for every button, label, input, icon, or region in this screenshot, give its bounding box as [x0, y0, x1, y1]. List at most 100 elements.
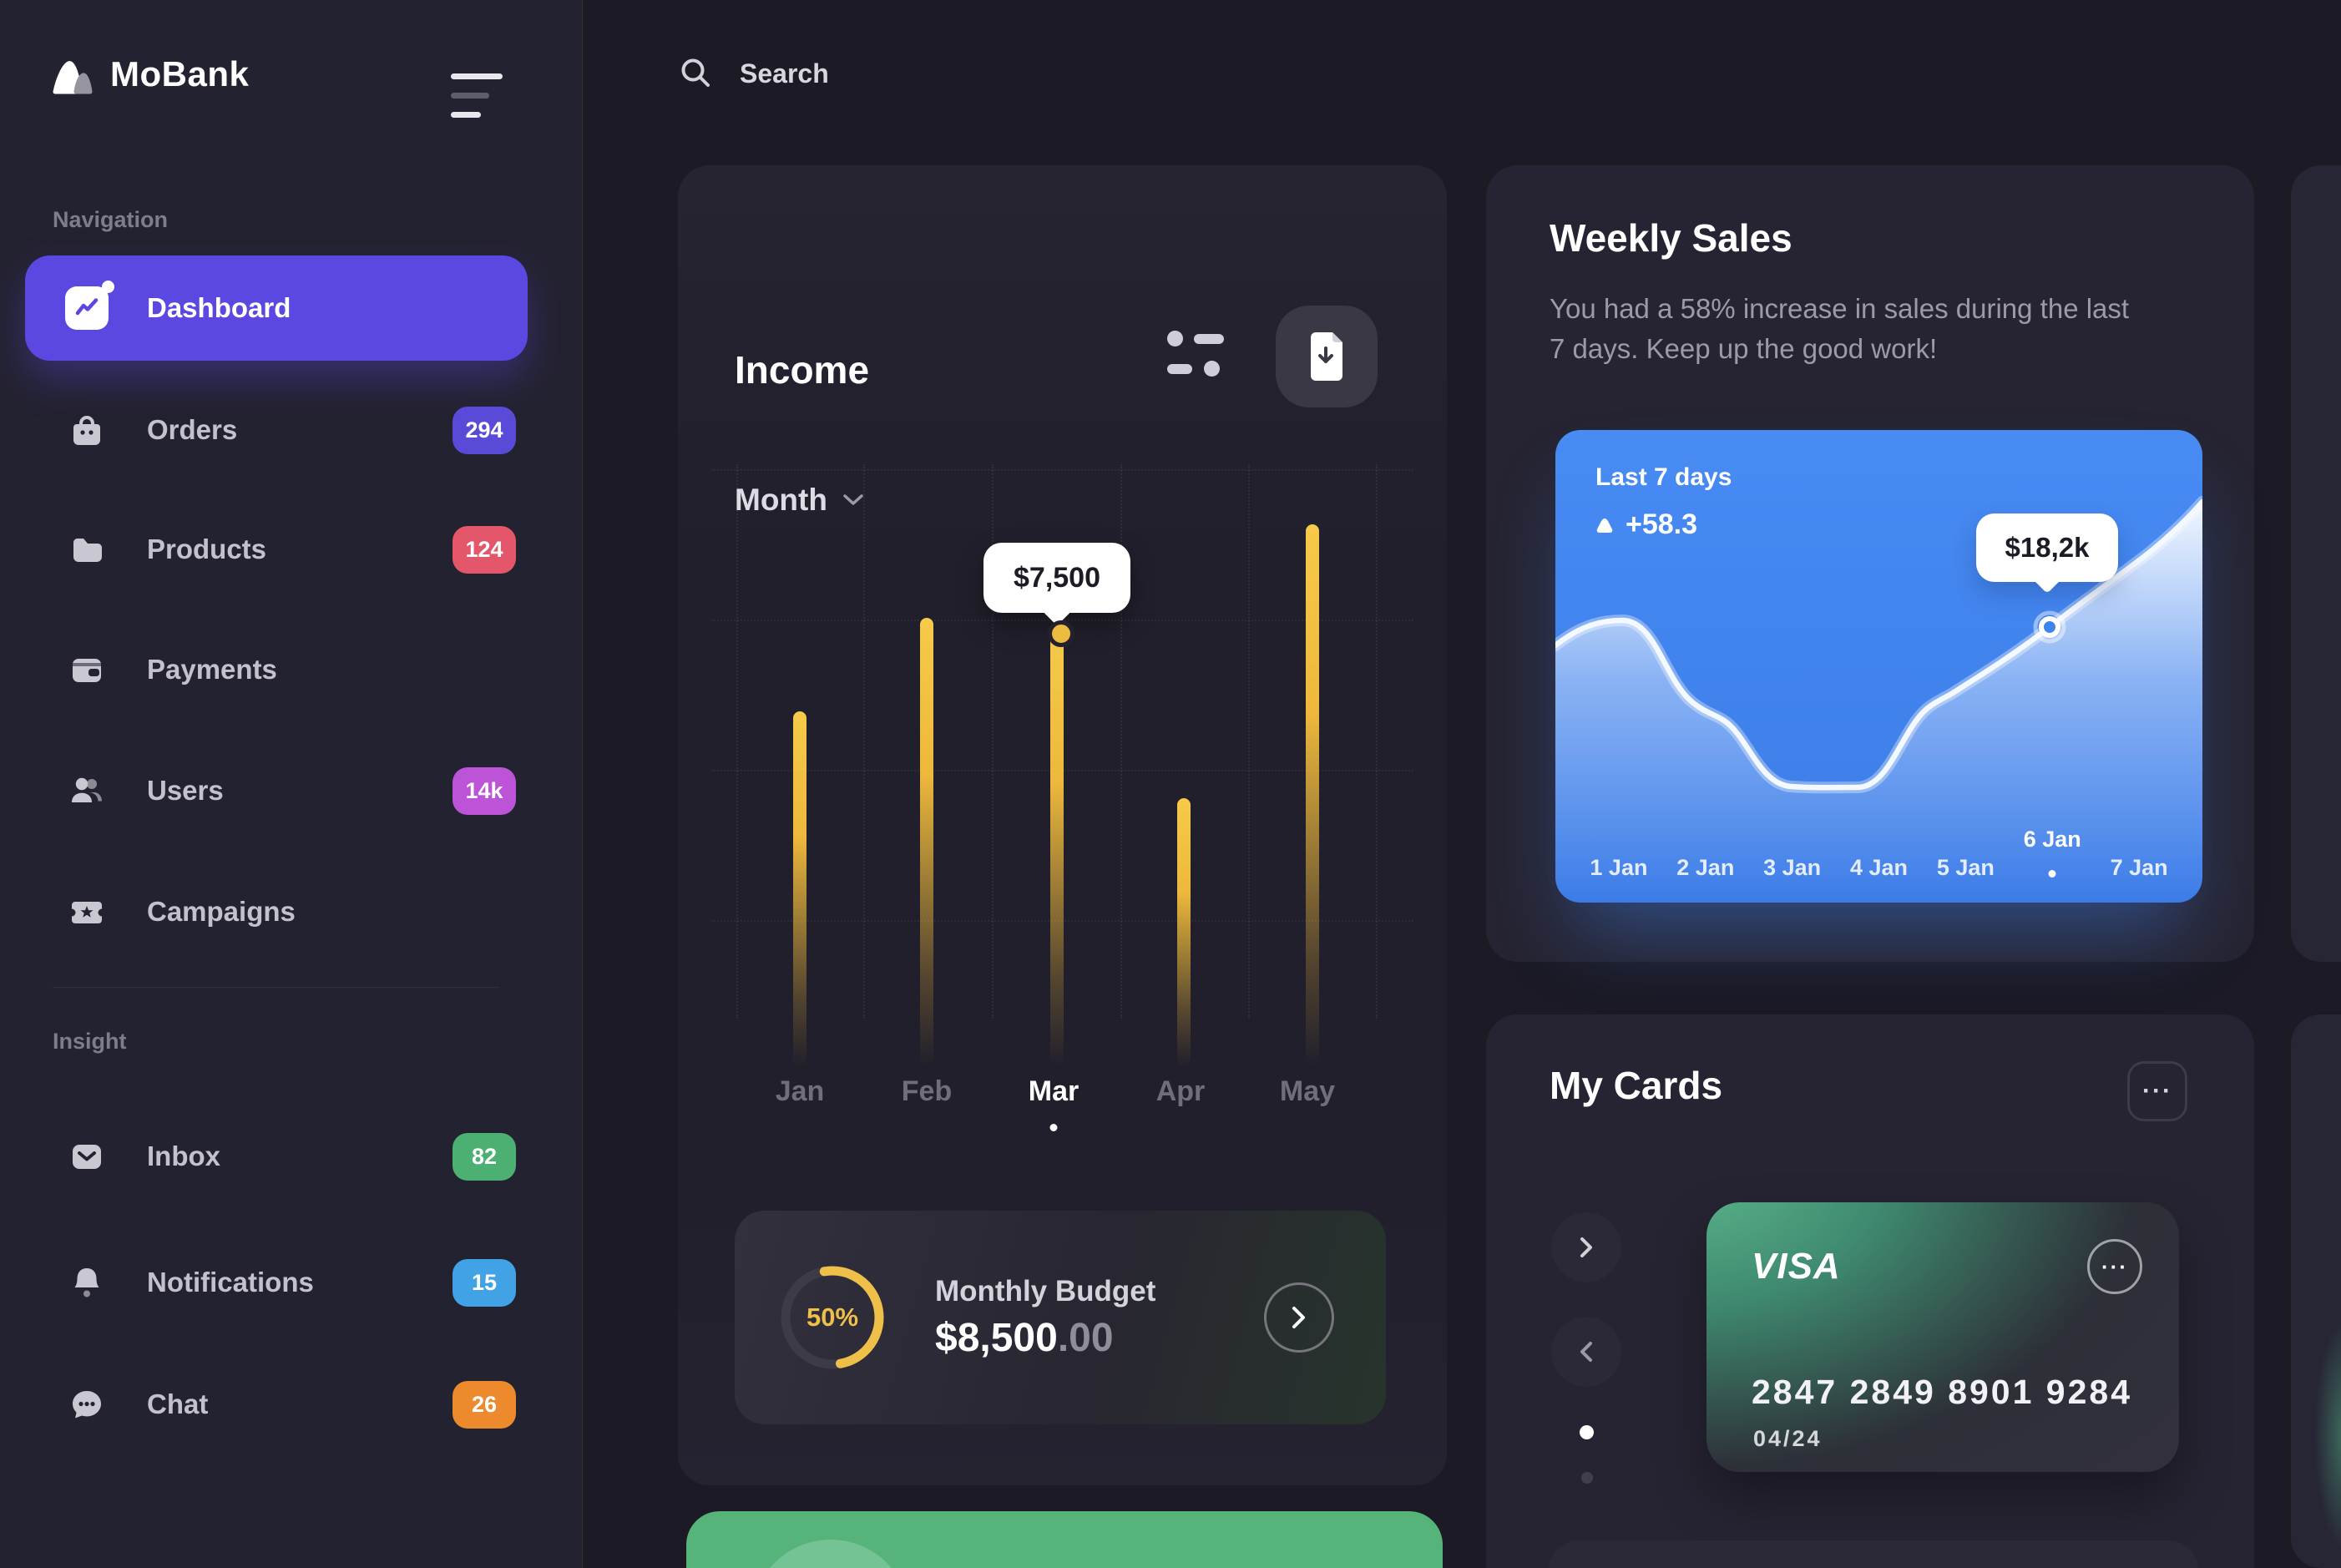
offscreen-card-edge-bottom — [2291, 1014, 2341, 1568]
wallet-icon — [65, 648, 109, 691]
income-tooltip: $7,500 — [983, 543, 1130, 613]
income-month-label-mar[interactable]: Mar — [990, 1075, 1117, 1108]
income-bar-feb — [920, 618, 933, 1067]
sidebar-item-label: Users — [147, 775, 224, 806]
income-month-axis: Jan Feb Mar Apr May — [736, 1075, 1371, 1108]
search-icon — [678, 55, 715, 92]
monthly-budget-panel[interactable]: 50% Monthly Budget $8,500.00 — [735, 1211, 1386, 1424]
income-month-label-jan[interactable]: Jan — [775, 1075, 825, 1107]
budget-amount: $8,500.00 — [935, 1315, 1114, 1360]
filter-settings-icon[interactable] — [1167, 331, 1234, 377]
sidebar-item-inbox[interactable]: Inbox 82 — [25, 1106, 528, 1206]
income-month-label-may[interactable]: May — [1279, 1075, 1336, 1107]
sidebar-item-label: Dashboard — [147, 292, 291, 323]
my-cards-subpanel — [1549, 1540, 2198, 1568]
weekly-day-label-4-jan[interactable]: 4 Jan — [1849, 855, 1909, 880]
income-bars — [678, 464, 1447, 1074]
chat-bubble-icon — [65, 1383, 109, 1426]
card-menu-button[interactable]: ··· — [2087, 1239, 2142, 1294]
chat-count-badge: 26 — [453, 1380, 516, 1429]
income-bar-jan — [793, 711, 806, 1067]
budget-progress-ring: 50% — [778, 1263, 887, 1372]
weekly-day-label-1-jan[interactable]: 1 Jan — [1590, 855, 1648, 880]
my-cards-title: My Cards — [1550, 1064, 1723, 1107]
weekly-highlight-dot — [2039, 616, 2060, 638]
products-count-badge: 124 — [453, 525, 516, 574]
weekly-area-chart — [1555, 496, 2202, 903]
dashboard-icon — [65, 281, 114, 330]
sidebar-item-notifications[interactable]: Notifications 15 — [25, 1232, 528, 1333]
visa-card[interactable]: VISA ··· 2847 2849 8901 9284 04/24 — [1706, 1202, 2179, 1472]
sidebar-item-label: Campaigns — [147, 896, 296, 927]
sidebar-item-users[interactable]: Users 14k — [25, 741, 528, 841]
orders-count-badge: 294 — [453, 406, 516, 454]
sidebar-item-campaigns[interactable]: Campaigns — [25, 862, 528, 962]
income-bar-apr — [1177, 798, 1191, 1067]
sidebar-item-label: Orders — [147, 414, 238, 445]
menu-toggle-icon[interactable] — [451, 73, 503, 131]
weekly-sales-card: Weekly Sales You had a 58% increase in s… — [1486, 165, 2254, 962]
shopping-bag-icon — [65, 408, 109, 452]
carousel-prev-button[interactable] — [1551, 1317, 1621, 1387]
income-bar-chart: $7,500 — [678, 464, 1447, 1074]
income-month-label-apr[interactable]: Apr — [1155, 1075, 1206, 1107]
period-select[interactable]: Month — [735, 483, 864, 518]
budget-percent: 50% — [806, 1302, 859, 1332]
sidebar-item-chat[interactable]: Chat 26 — [25, 1354, 528, 1454]
bell-icon — [65, 1261, 109, 1304]
weekly-highlight-dot-halo — [2033, 610, 2066, 644]
sidebar-item-label: Inbox — [147, 1141, 220, 1171]
search-placeholder: Search — [740, 58, 829, 89]
sidebar-item-label: Notifications — [147, 1267, 314, 1297]
carousel-next-button[interactable] — [1551, 1212, 1621, 1282]
sidebar-item-label: Products — [147, 534, 267, 564]
visa-logo: VISA — [1752, 1246, 1841, 1287]
triangle-up-icon — [1596, 518, 1613, 533]
card-expiry: 04/24 — [1753, 1426, 1823, 1451]
green-card-avatar-circle — [751, 1540, 910, 1568]
chart-range-label: Last 7 days — [1595, 463, 1732, 491]
income-month-label-feb[interactable]: Feb — [901, 1075, 953, 1107]
weekly-sales-chart-panel[interactable]: Last 7 days +58.3 $18,2k — [1555, 430, 2202, 903]
weekly-sales-subtitle: You had a 58% increase in sales during t… — [1550, 293, 2130, 364]
brand-logo[interactable]: MoBank — [50, 53, 249, 95]
sidebar-item-label: Payments — [147, 654, 277, 685]
sidebar-item-orders[interactable]: Orders 294 — [25, 380, 528, 480]
chevron-down-icon — [842, 493, 864, 508]
file-download-icon — [1303, 330, 1350, 383]
weekly-day-label-5-jan[interactable]: 5 Jan — [1936, 855, 1995, 880]
card-number: 2847 2849 8901 9284 — [1752, 1373, 2133, 1411]
carousel-dot[interactable] — [1581, 1472, 1593, 1484]
weekly-day-label-2-jan[interactable]: 2 Jan — [1676, 855, 1735, 880]
inbox-envelope-icon — [65, 1135, 109, 1178]
budget-texts: Monthly Budget $8,500.00 — [935, 1275, 1155, 1361]
income-bar-mar — [1050, 630, 1064, 1067]
weekly-sales-title: Weekly Sales — [1550, 216, 1792, 260]
budget-detail-button[interactable] — [1264, 1282, 1334, 1353]
weekly-day-label-3-jan[interactable]: 3 Jan — [1763, 855, 1822, 880]
sidebar-item-payments[interactable]: Payments — [25, 620, 528, 720]
mountain-logo-icon — [50, 53, 97, 95]
sidebar-item-label: Chat — [147, 1388, 209, 1419]
income-highlight-dot — [1048, 620, 1074, 647]
sidebar-divider — [53, 987, 499, 988]
income-title: Income — [735, 348, 870, 392]
sidebar-item-products[interactable]: Products 124 — [25, 499, 528, 599]
offscreen-card-edge-top — [2291, 165, 2341, 962]
insight-section-label: Insight — [53, 1029, 127, 1054]
sidebar: MoBank Navigation Dashboard Orders 294 — [0, 0, 583, 1568]
nav-section-label: Navigation — [53, 207, 169, 232]
bottom-green-card[interactable] — [686, 1511, 1443, 1568]
weekly-day-axis: 1 Jan 2 Jan 3 Jan 4 Jan 5 Jan 6 Jan 7 Jan — [1575, 827, 2182, 881]
sidebar-item-dashboard[interactable]: Dashboard — [25, 255, 528, 361]
weekly-day-label-7-jan[interactable]: 7 Jan — [2110, 855, 2168, 880]
search-bar[interactable]: Search — [678, 55, 829, 92]
users-icon — [65, 769, 109, 812]
users-count-badge: 14k — [453, 766, 516, 815]
weekly-tooltip: $18,2k — [1976, 513, 2118, 582]
export-report-button[interactable] — [1276, 306, 1378, 407]
carousel-dot-active[interactable] — [1580, 1425, 1594, 1439]
my-cards-menu-button[interactable]: ··· — [2127, 1061, 2187, 1121]
weekly-day-label-6-jan[interactable]: 6 Jan — [2009, 827, 2096, 852]
